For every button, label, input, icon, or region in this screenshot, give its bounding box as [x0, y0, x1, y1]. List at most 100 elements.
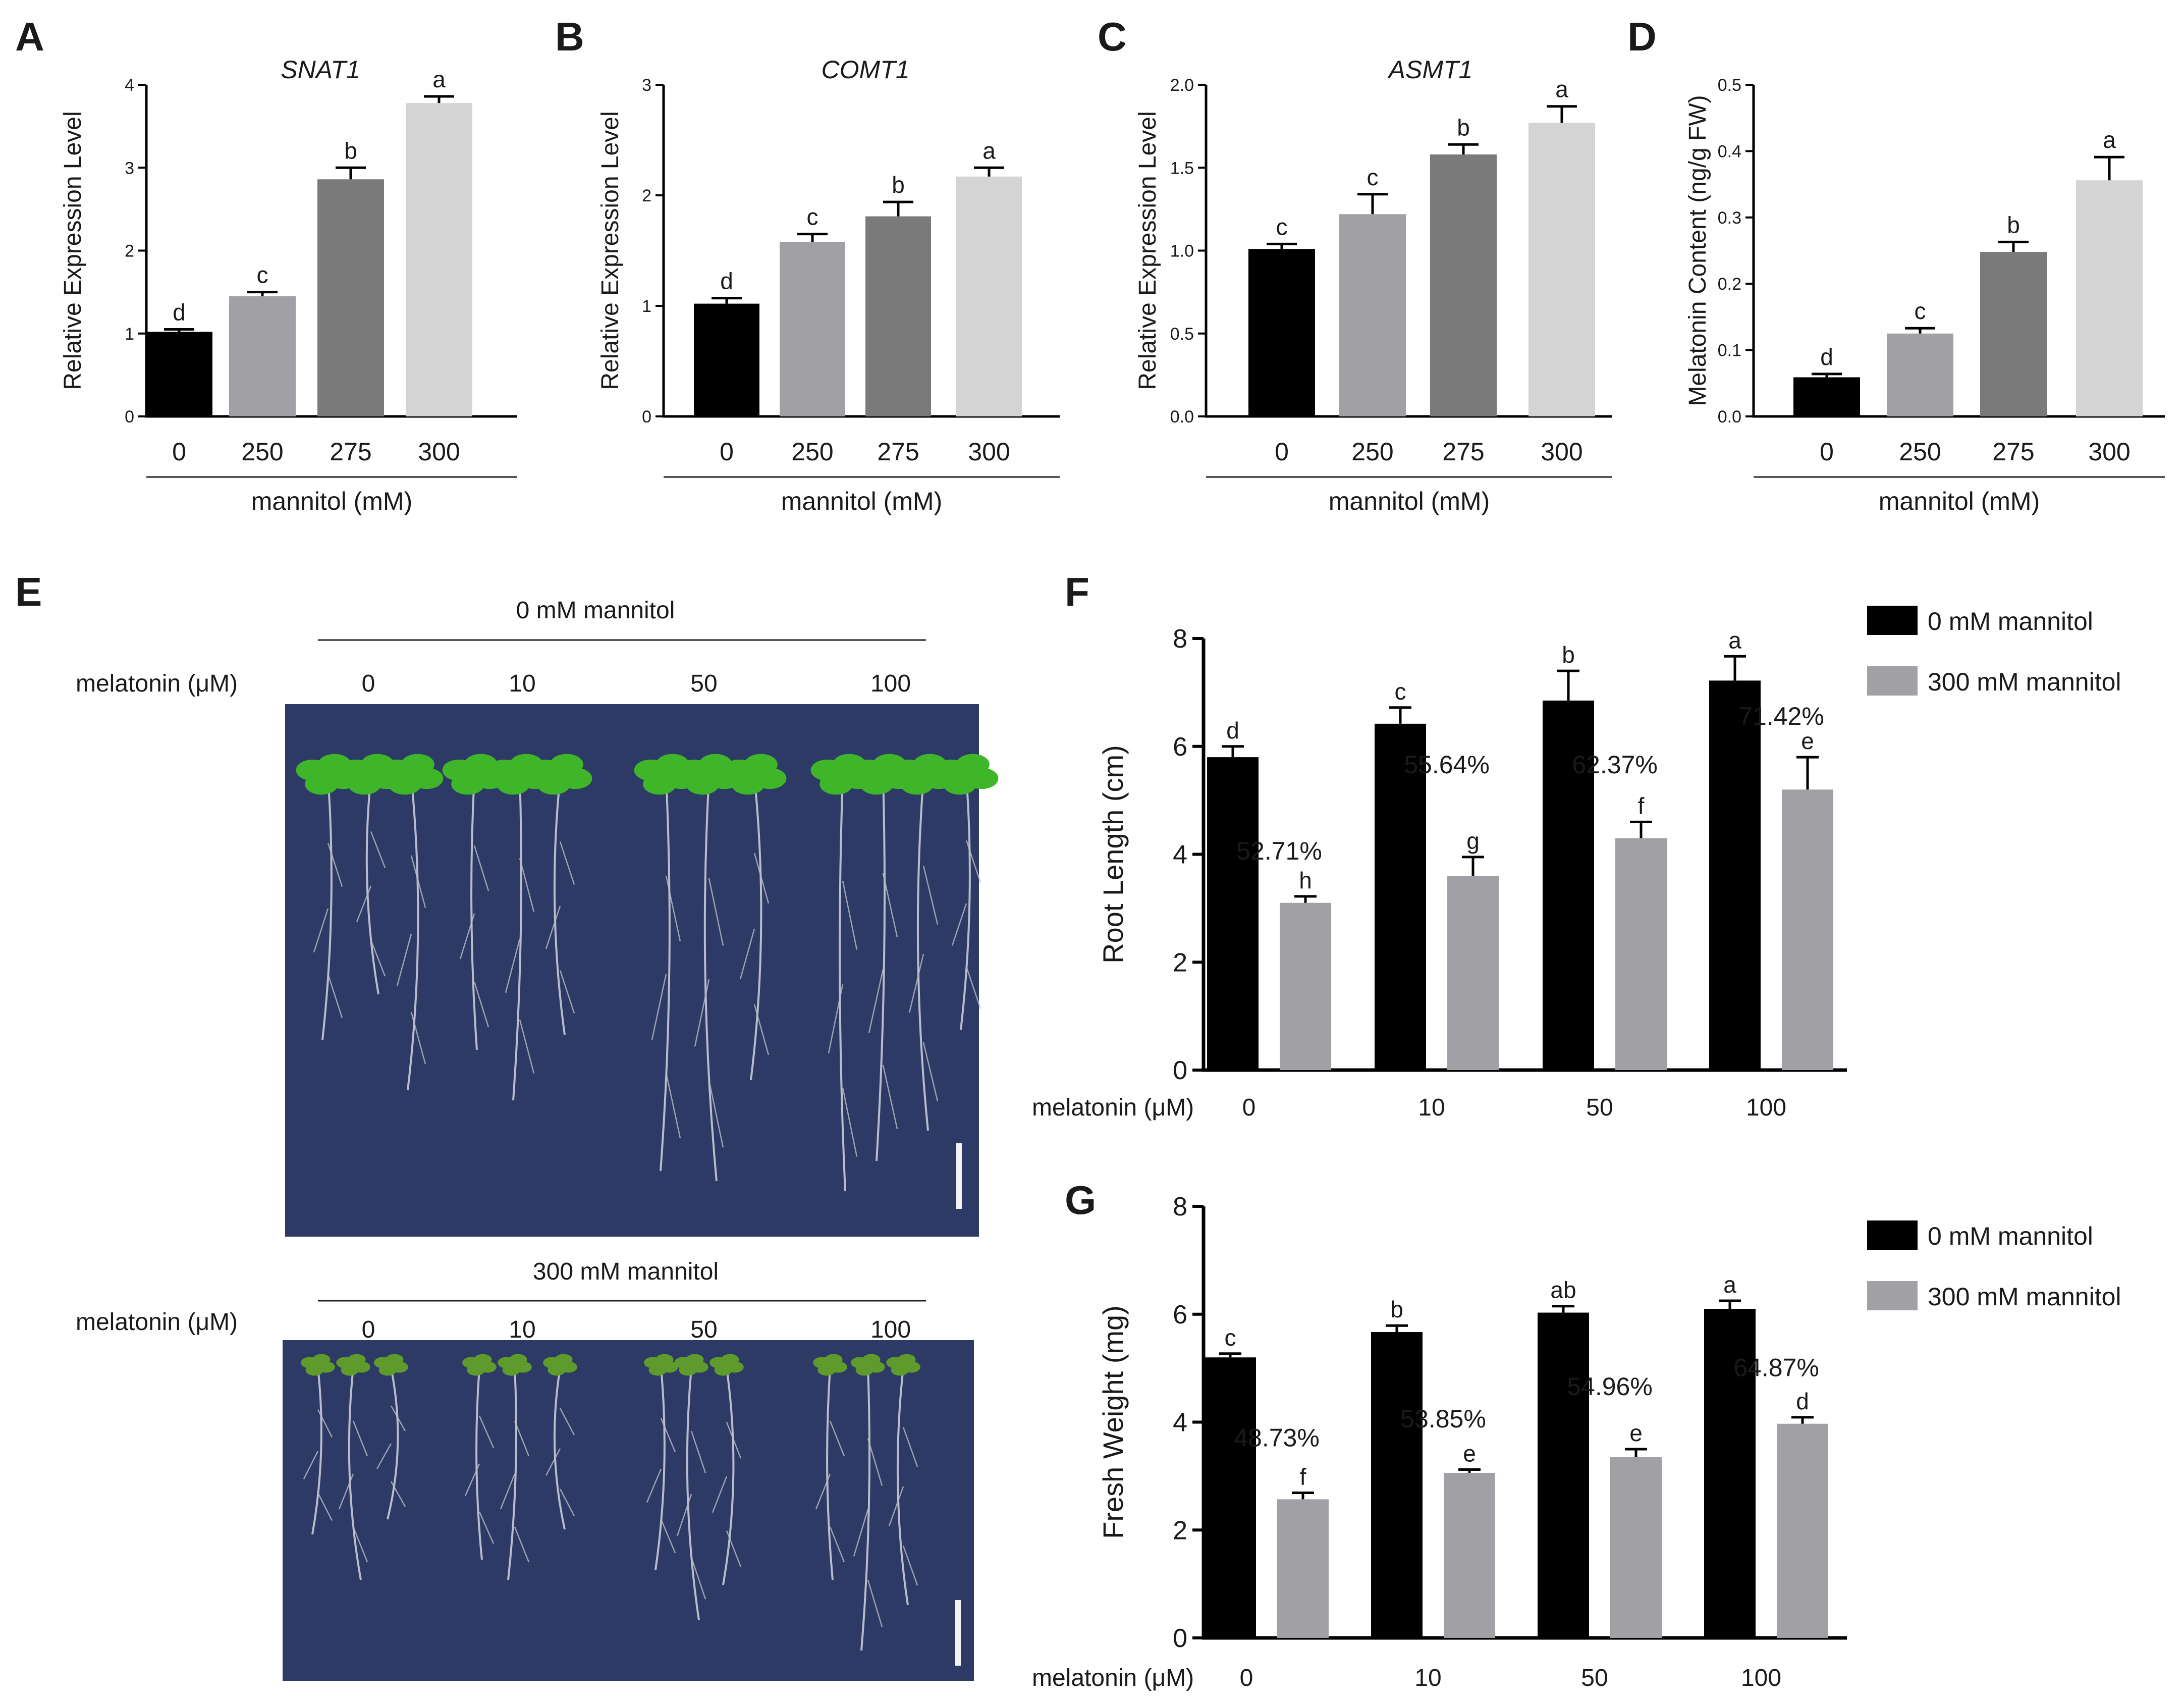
y-tick-label: 0: [642, 407, 651, 427]
lateral-root: [313, 908, 329, 953]
legend-swatch: [1867, 606, 1918, 635]
root: [475, 1367, 483, 1560]
x-tick-label: 275: [877, 438, 919, 466]
x-axis-title: mannitol (mM): [1329, 487, 1490, 515]
lateral-root: [882, 1065, 898, 1129]
y-tick-label: 6: [1173, 1300, 1187, 1330]
panel-letter-g: G: [1065, 1178, 1096, 1223]
bar-300: [1528, 123, 1595, 416]
lateral-root: [868, 969, 884, 1033]
x-tick-label: 10: [1414, 1665, 1441, 1691]
root: [703, 777, 718, 1182]
significance-letter: a: [432, 66, 446, 92]
significance-letter: b: [1390, 1296, 1403, 1322]
x-tick-label: 250: [1899, 438, 1941, 466]
bar-mannitol-300: [1277, 1499, 1329, 1638]
lateral-root: [410, 855, 426, 908]
lateral-root: [478, 1511, 495, 1544]
y-tick-label: 0.5: [1718, 76, 1741, 95]
x-tick-label: 50: [1581, 1665, 1608, 1691]
leaf: [721, 1354, 739, 1365]
photo-bottom-col-50: 50: [690, 1316, 717, 1343]
lateral-root: [694, 979, 710, 1047]
leaf: [474, 1354, 492, 1365]
leaf: [509, 1354, 527, 1365]
lateral-root: [646, 1468, 662, 1503]
bar-0: [1793, 377, 1860, 416]
y-tick-label: 1.5: [1170, 158, 1194, 178]
seedlings-top: [296, 754, 999, 1192]
x-axis-title: mannitol (mM): [251, 487, 412, 515]
root: [826, 1367, 834, 1580]
lateral-root: [338, 1473, 354, 1510]
percentage-label: 53.85%: [1400, 1405, 1486, 1433]
photo-top-col-0: 0: [362, 670, 375, 697]
root: [507, 1367, 518, 1580]
significance-letter: d: [720, 268, 733, 294]
x-tick-label: 300: [968, 438, 1010, 466]
y-tick-label: 6: [1173, 732, 1187, 762]
root: [348, 1367, 362, 1580]
x-tick-label: 0: [1275, 438, 1289, 466]
significance-letter: g: [1466, 828, 1480, 854]
lateral-root: [902, 1546, 918, 1586]
lateral-root: [473, 845, 489, 891]
lateral-root: [356, 885, 372, 923]
significance-letter: f: [1638, 792, 1645, 819]
lateral-root: [370, 940, 386, 977]
y-tick-label: 0.3: [1718, 208, 1741, 228]
root: [654, 1367, 666, 1570]
lateral-root: [726, 1422, 742, 1459]
lateral-root: [828, 984, 844, 1053]
y-axis-title: Melatonin Content (ng/g FW): [1684, 95, 1711, 406]
photo-bottom-col-10: 10: [509, 1316, 535, 1343]
bar-300: [406, 103, 472, 416]
significance-letter: b: [1457, 114, 1470, 140]
bar-300: [956, 176, 1022, 416]
bar-275: [1430, 154, 1497, 417]
lateral-root: [545, 906, 561, 949]
lateral-root: [505, 938, 521, 993]
legend-swatch: [1867, 1220, 1918, 1250]
bar-250: [780, 241, 845, 416]
bar-275: [317, 179, 384, 416]
root: [470, 777, 478, 1050]
significance-letter: ab: [1550, 1277, 1576, 1303]
percentage-label: 62.37%: [1572, 751, 1658, 779]
lateral-root: [390, 1481, 406, 1507]
lateral-root: [815, 1473, 831, 1510]
lateral-root: [376, 1443, 392, 1469]
chart-title: COMT1: [822, 56, 910, 84]
y-tick-label: 4: [125, 76, 134, 95]
significance-letter: b: [1562, 642, 1575, 668]
legend-label: 0 mM mannitol: [1928, 607, 2093, 635]
leaf: [348, 1354, 366, 1365]
lateral-root: [327, 974, 343, 1019]
significance-letter: f: [1300, 1464, 1306, 1490]
significance-letter: a: [1555, 76, 1568, 102]
x-tick-label: 300: [2088, 438, 2130, 466]
legend-swatch: [1867, 1281, 1918, 1310]
y-tick-label: 0.0: [1170, 407, 1194, 427]
significance-letter: e: [1463, 1441, 1476, 1467]
seedlings-bottom: [301, 1354, 920, 1651]
significance-letter: c: [807, 204, 818, 230]
significance-letter: c: [1915, 298, 1926, 324]
percentage-label: 54.96%: [1567, 1372, 1653, 1401]
x-tick-label: 250: [1351, 438, 1393, 466]
scale-bar-bottom: [955, 1600, 961, 1666]
y-axis-title: Fresh Weight (mg): [1097, 1305, 1129, 1539]
lateral-root: [902, 1427, 918, 1467]
y-tick-label: 4: [1173, 840, 1187, 870]
x-tick-label: 250: [791, 438, 833, 466]
x-tick-label: 275: [1992, 438, 2034, 466]
lateral-root: [842, 1087, 858, 1157]
x-tick-label: 300: [1541, 438, 1582, 466]
y-tick-label: 2: [125, 242, 134, 261]
photo-bottom-col-100: 100: [870, 1316, 911, 1343]
photo-top-col-50: 50: [690, 670, 717, 697]
bar-mannitol-300: [1782, 789, 1833, 1070]
x-tick-label: 0: [720, 438, 734, 466]
photo-bottom-row-label: melatonin (μM): [76, 1309, 238, 1336]
lateral-root: [951, 903, 967, 946]
